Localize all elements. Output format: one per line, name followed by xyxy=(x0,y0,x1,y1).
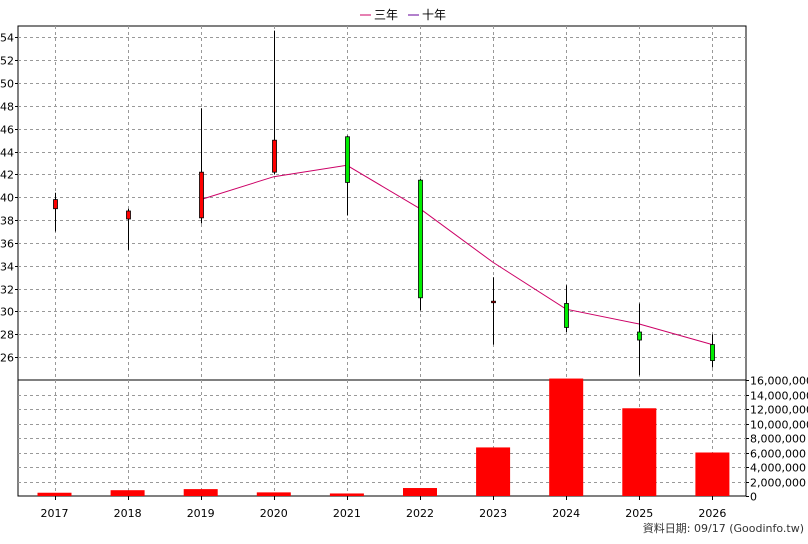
volume-bar xyxy=(403,488,437,496)
volume-tick-label: 6,000,000 xyxy=(750,448,806,461)
axis-layer: 26 28 30 32 34 36 38 40 42 44 46 48 50 52 54 02,000,000… xyxy=(0,32,808,521)
volume-tick-label: 12,000,000 xyxy=(750,404,808,417)
volume-tick-label: 14,000,000 xyxy=(750,390,808,403)
x-tick-label: 2025 xyxy=(625,507,653,520)
candle-body xyxy=(345,136,350,183)
x-tick-label: 2017 xyxy=(41,507,69,520)
price-tick-label: 48 xyxy=(0,101,14,114)
grid-layer xyxy=(17,25,747,497)
volume-bar xyxy=(183,489,218,496)
volume-tick-label: 4,000,000 xyxy=(750,462,806,475)
price-tick-label: 38 xyxy=(0,215,14,228)
price-tick-label: 28 xyxy=(0,329,14,342)
volume-bar xyxy=(622,408,657,496)
series-line-3yr xyxy=(200,164,713,346)
volume-bar xyxy=(476,447,511,496)
price-tick-label: 30 xyxy=(0,306,14,319)
volume-bar xyxy=(37,492,72,496)
volume-tick-label: 2,000,000 xyxy=(750,477,806,490)
x-tick-label: 2023 xyxy=(479,507,507,520)
candle-body xyxy=(272,139,277,173)
legend: 三年 十年 xyxy=(360,8,446,22)
price-tick-label: 34 xyxy=(0,261,14,274)
volume-bar xyxy=(695,452,730,496)
candle-body xyxy=(637,331,642,341)
candle-body xyxy=(126,210,131,220)
volume-bar xyxy=(110,490,145,496)
x-tick-label: 2021 xyxy=(333,507,361,520)
candle-body xyxy=(418,179,423,299)
volume-tick-label: 8,000,000 xyxy=(750,433,806,446)
volume-tick-label: 16,000,000 xyxy=(750,375,808,388)
legend-label-3yr: 三年 xyxy=(374,8,398,22)
price-tick-label: 26 xyxy=(0,352,14,365)
price-tick-label: 36 xyxy=(0,238,14,251)
candle-body xyxy=(710,344,715,361)
source-footnote: 資料日期: 09/17 (Goodinfo.tw) xyxy=(643,521,804,535)
x-tick-label: 2019 xyxy=(187,507,215,520)
x-tick-label: 2024 xyxy=(552,507,580,520)
candle-body xyxy=(491,300,496,304)
legend-label-10yr: 十年 xyxy=(422,8,446,22)
price-tick-label: 54 xyxy=(0,32,14,45)
x-tick-label: 2026 xyxy=(698,507,726,520)
x-tick-label: 2018 xyxy=(114,507,142,520)
price-tick-label: 40 xyxy=(0,192,14,205)
price-tick-label: 46 xyxy=(0,124,14,137)
candle-body xyxy=(199,171,204,219)
volume-layer xyxy=(37,378,730,496)
price-tick-label: 42 xyxy=(0,169,14,182)
price-panel-frame xyxy=(17,25,747,381)
candle-body xyxy=(53,199,58,210)
x-tick-label: 2022 xyxy=(406,507,434,520)
candle-body xyxy=(564,303,569,328)
volume-tick-label: 0 xyxy=(750,491,757,504)
price-tick-label: 52 xyxy=(0,55,14,68)
volume-bar xyxy=(256,492,291,496)
price-layer xyxy=(53,30,715,376)
x-tick-label: 2020 xyxy=(260,507,288,520)
price-tick-label: 32 xyxy=(0,284,14,297)
price-tick-label: 50 xyxy=(0,78,14,91)
volume-bar xyxy=(549,378,584,496)
volume-tick-label: 10,000,000 xyxy=(750,419,808,432)
price-tick-label: 44 xyxy=(0,147,14,160)
volume-bar xyxy=(329,493,364,496)
